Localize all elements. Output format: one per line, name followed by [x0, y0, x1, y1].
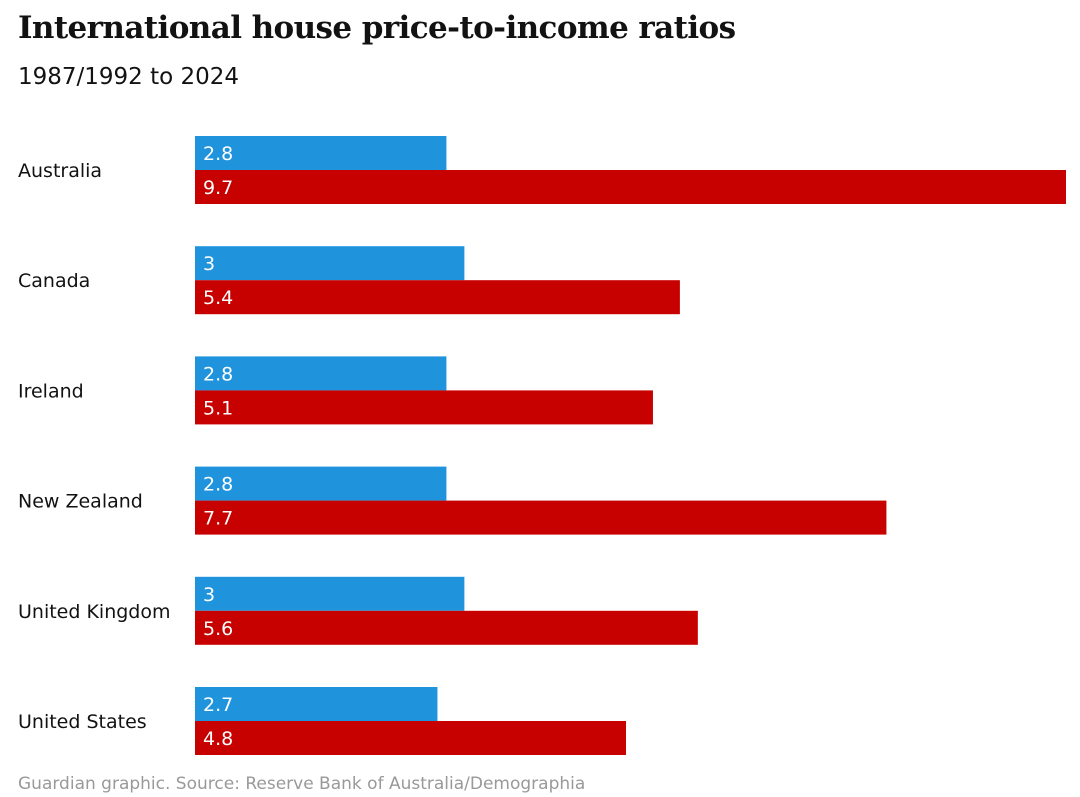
bar-group: Canada 3 5.4: [18, 246, 680, 315]
value-label: 4.8: [203, 728, 233, 750]
category-label: Ireland: [18, 380, 84, 402]
value-label: 5.1: [203, 397, 233, 419]
bar-group: New Zealand 2.8 7.7: [18, 466, 887, 535]
bar: [195, 721, 627, 755]
bar: [195, 500, 887, 535]
chart-subtitle: 1987/1992 to 2024: [18, 64, 240, 90]
bar: [195, 136, 447, 170]
bar: [195, 466, 447, 501]
value-label: 2.8: [203, 474, 233, 496]
bar-group: Australia 2.8 9.7: [18, 136, 1066, 204]
value-label: 5.6: [203, 618, 233, 640]
bar-group: United States 2.7 4.8: [18, 687, 627, 755]
value-label: 3: [203, 253, 215, 275]
category-label: New Zealand: [18, 491, 143, 513]
bar: [195, 170, 1066, 204]
bar: [195, 687, 438, 721]
bar: [195, 356, 447, 391]
chart-title: International house price-to-income rati…: [18, 10, 736, 46]
category-label: Australia: [18, 160, 102, 182]
value-label: 3: [203, 584, 215, 606]
bar: [195, 280, 680, 315]
category-label: Canada: [18, 270, 90, 292]
value-label: 7.7: [203, 508, 233, 530]
bar: [195, 610, 698, 645]
value-label: 2.8: [203, 143, 233, 165]
bar: [195, 576, 465, 611]
category-label: United Kingdom: [18, 601, 171, 623]
bar-group: United Kingdom 3 5.6: [18, 576, 698, 645]
bar-group: Ireland 2.8 5.1: [18, 356, 653, 425]
bar: [195, 390, 653, 425]
source-note: Guardian graphic. Source: Reserve Bank o…: [18, 774, 586, 794]
value-label: 5.4: [203, 287, 233, 309]
category-label: United States: [18, 711, 147, 733]
value-label: 2.7: [203, 694, 233, 716]
bar: [195, 246, 465, 281]
value-label: 2.8: [203, 363, 233, 385]
value-label: 9.7: [203, 177, 233, 199]
